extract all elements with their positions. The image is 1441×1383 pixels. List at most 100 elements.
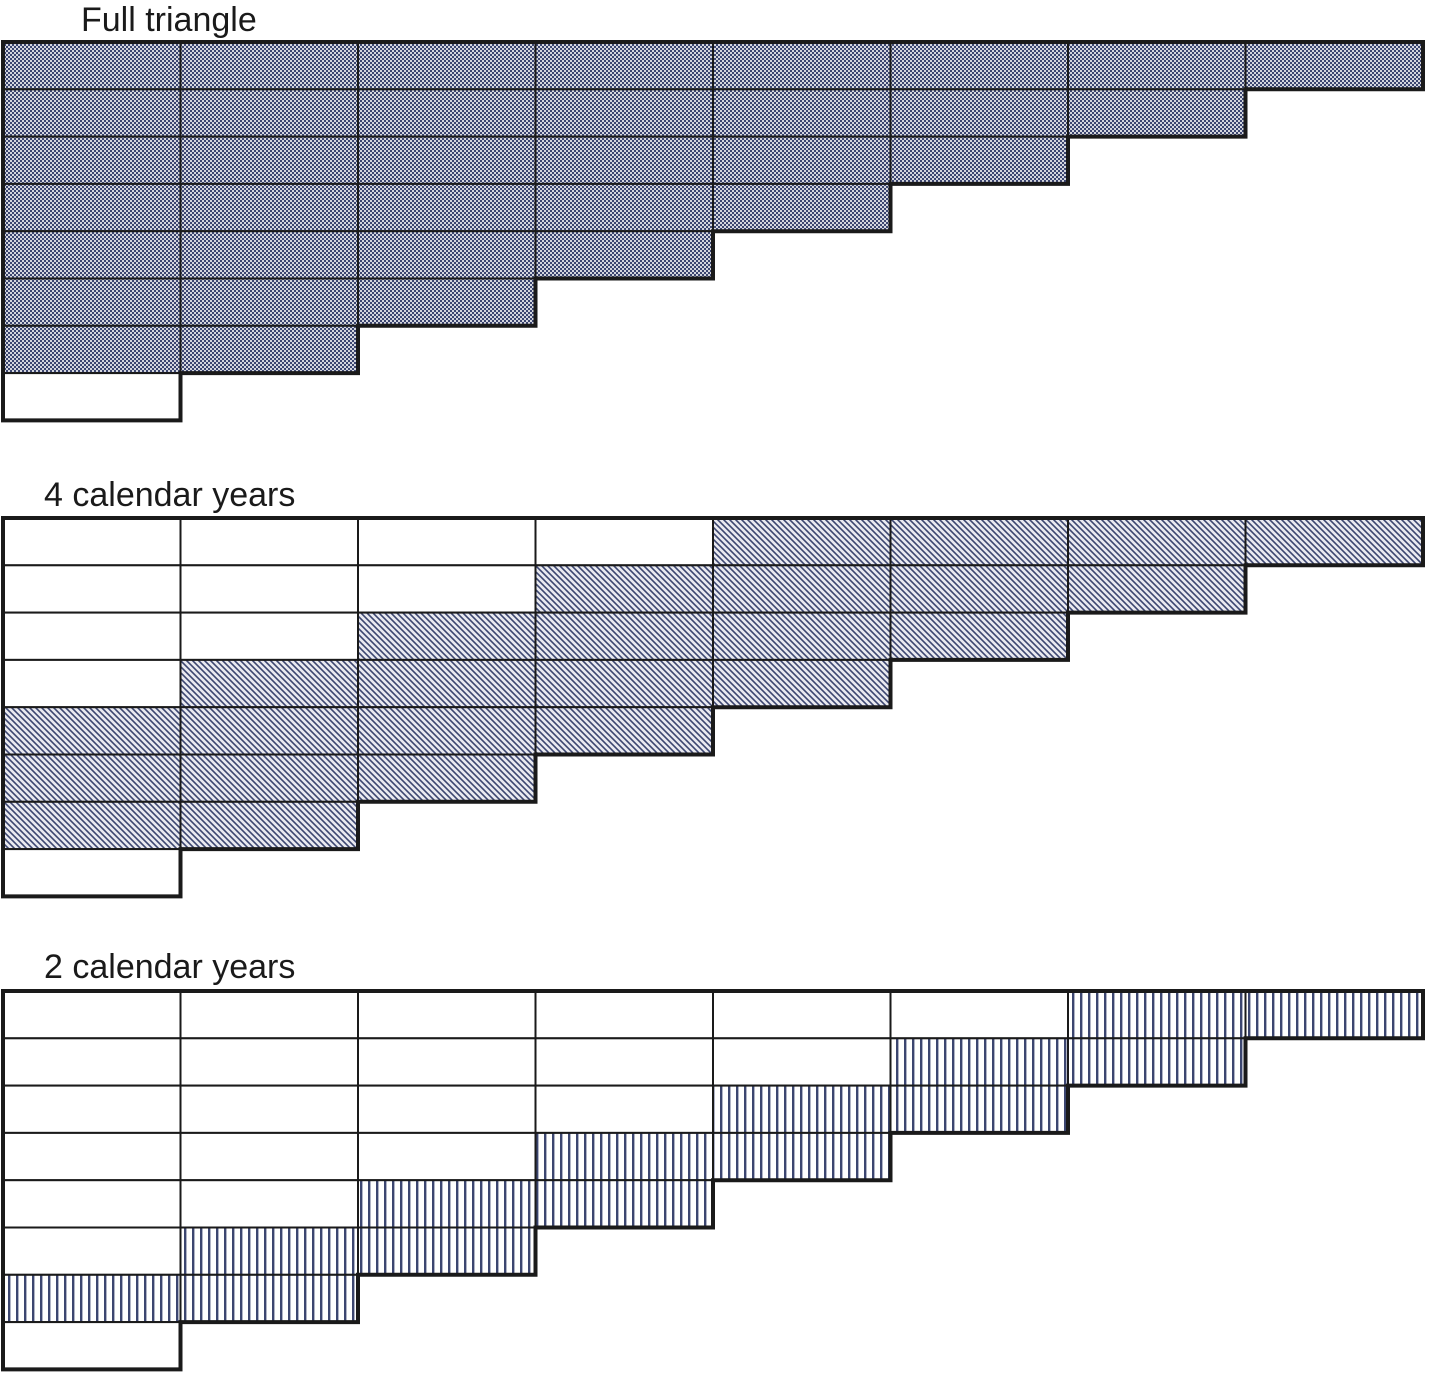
cell-r5-c3 (357, 230, 537, 280)
cell-r4-c1 (2, 658, 182, 709)
cell-r1-c6 (889, 990, 1069, 1040)
cell-r1-c5 (712, 990, 892, 1040)
cell-r1-c7 (1067, 41, 1247, 91)
triangle-panel-1 (1, 40, 1425, 423)
cell-r3-c1 (2, 135, 182, 185)
cell-r6-c1 (2, 277, 182, 327)
cell-r3-c2 (179, 135, 359, 185)
cell-r3-c3 (357, 1084, 537, 1134)
cell-r1-c2 (179, 990, 359, 1040)
cell-r5-c4 (534, 706, 714, 756)
cell-r1-c3 (357, 990, 537, 1040)
cell-r3-c1 (2, 1084, 182, 1134)
cell-r3-c3 (357, 135, 537, 185)
cell-r4-c2 (179, 658, 359, 709)
cell-r4-c2 (179, 1131, 359, 1182)
cell-r3-c2 (179, 611, 359, 661)
cell-r3-c6 (889, 135, 1069, 185)
cell-r8-c1 (2, 372, 182, 422)
cell-r2-c7 (1067, 88, 1247, 138)
cell-r3-c4 (534, 1084, 714, 1134)
panel-title-full-triangle: Full triangle (81, 1, 257, 39)
cell-r2-c5 (712, 1037, 892, 1087)
cell-r1-c6 (889, 41, 1069, 91)
cell-r1-c6 (889, 517, 1069, 567)
cell-r3-c5 (712, 1084, 892, 1134)
cell-r4-c4 (534, 182, 714, 233)
panel-title-4-calendar-years: 4 calendar years (44, 476, 296, 514)
cell-r4-c3 (357, 658, 537, 709)
cell-r4-c4 (534, 1131, 714, 1182)
cell-r5-c3 (357, 706, 537, 756)
cell-r3-c2 (179, 1084, 359, 1134)
cell-r1-c8 (1244, 990, 1424, 1040)
cell-r4-c3 (357, 182, 537, 233)
cell-r2-c6 (889, 564, 1069, 614)
cell-r7-c1 (2, 1273, 182, 1324)
cell-r5-c1 (2, 230, 182, 280)
cell-r2-c3 (357, 564, 537, 614)
cell-r5-c2 (179, 1179, 359, 1229)
cell-r1-c8 (1244, 517, 1424, 567)
cell-r8-c1 (2, 1321, 182, 1371)
cell-r4-c4 (534, 658, 714, 709)
cell-r5-c1 (2, 1179, 182, 1229)
cell-r1-c1 (2, 990, 182, 1040)
cell-r6-c1 (2, 753, 182, 803)
cell-r2-c7 (1067, 564, 1247, 614)
triangle-panel-2 (1, 516, 1425, 899)
cell-r4-c5 (712, 658, 892, 709)
cell-r1-c7 (1067, 517, 1247, 567)
cell-r1-c1 (2, 41, 182, 91)
cell-r1-c2 (179, 41, 359, 91)
cell-r2-c4 (534, 88, 714, 138)
cell-r1-c4 (534, 517, 714, 567)
cell-r2-c1 (2, 88, 182, 138)
cell-r5-c3 (357, 1179, 537, 1229)
cell-r1-c4 (534, 41, 714, 91)
triangle-outline (1, 40, 1425, 423)
cell-r2-c6 (889, 1037, 1069, 1087)
cell-r2-c5 (712, 88, 892, 138)
cell-r1-c7 (1067, 990, 1247, 1040)
cell-r4-c2 (179, 182, 359, 233)
cell-r3-c5 (712, 611, 892, 661)
cell-r3-c4 (534, 611, 714, 661)
cell-r5-c2 (179, 230, 359, 280)
cell-r7-c2 (179, 800, 359, 851)
cell-r6-c2 (179, 277, 359, 327)
cell-r3-c6 (889, 1084, 1069, 1134)
cell-r3-c6 (889, 611, 1069, 661)
cell-r6-c2 (179, 753, 359, 803)
cell-r6-c2 (179, 1226, 359, 1276)
triangle-outline (1, 516, 1425, 899)
cell-r1-c4 (534, 990, 714, 1040)
cell-r5-c4 (534, 230, 714, 280)
cell-r2-c5 (712, 564, 892, 614)
cell-r1-c8 (1244, 41, 1424, 91)
cell-r7-c2 (179, 1273, 359, 1324)
cell-r5-c1 (2, 706, 182, 756)
cell-r6-c3 (357, 277, 537, 327)
panel-title-2-calendar-years: 2 calendar years (44, 948, 296, 986)
cell-r1-c3 (357, 41, 537, 91)
cell-r3-c4 (534, 135, 714, 185)
cell-r5-c2 (179, 706, 359, 756)
cell-r8-c1 (2, 848, 182, 898)
cell-r4-c1 (2, 1131, 182, 1182)
cell-r4-c5 (712, 182, 892, 233)
cell-r2-c1 (2, 1037, 182, 1087)
cell-r1-c1 (2, 517, 182, 567)
cell-r2-c2 (179, 88, 359, 138)
cell-r7-c1 (2, 324, 182, 375)
cell-r1-c2 (179, 517, 359, 567)
cell-r2-c4 (534, 1037, 714, 1087)
cell-r3-c5 (712, 135, 892, 185)
cell-r3-c3 (357, 611, 537, 661)
cell-r2-c6 (889, 88, 1069, 138)
cell-r1-c3 (357, 517, 537, 567)
triangle-outline (1, 989, 1425, 1372)
cell-r7-c2 (179, 324, 359, 375)
cell-r2-c4 (534, 564, 714, 614)
